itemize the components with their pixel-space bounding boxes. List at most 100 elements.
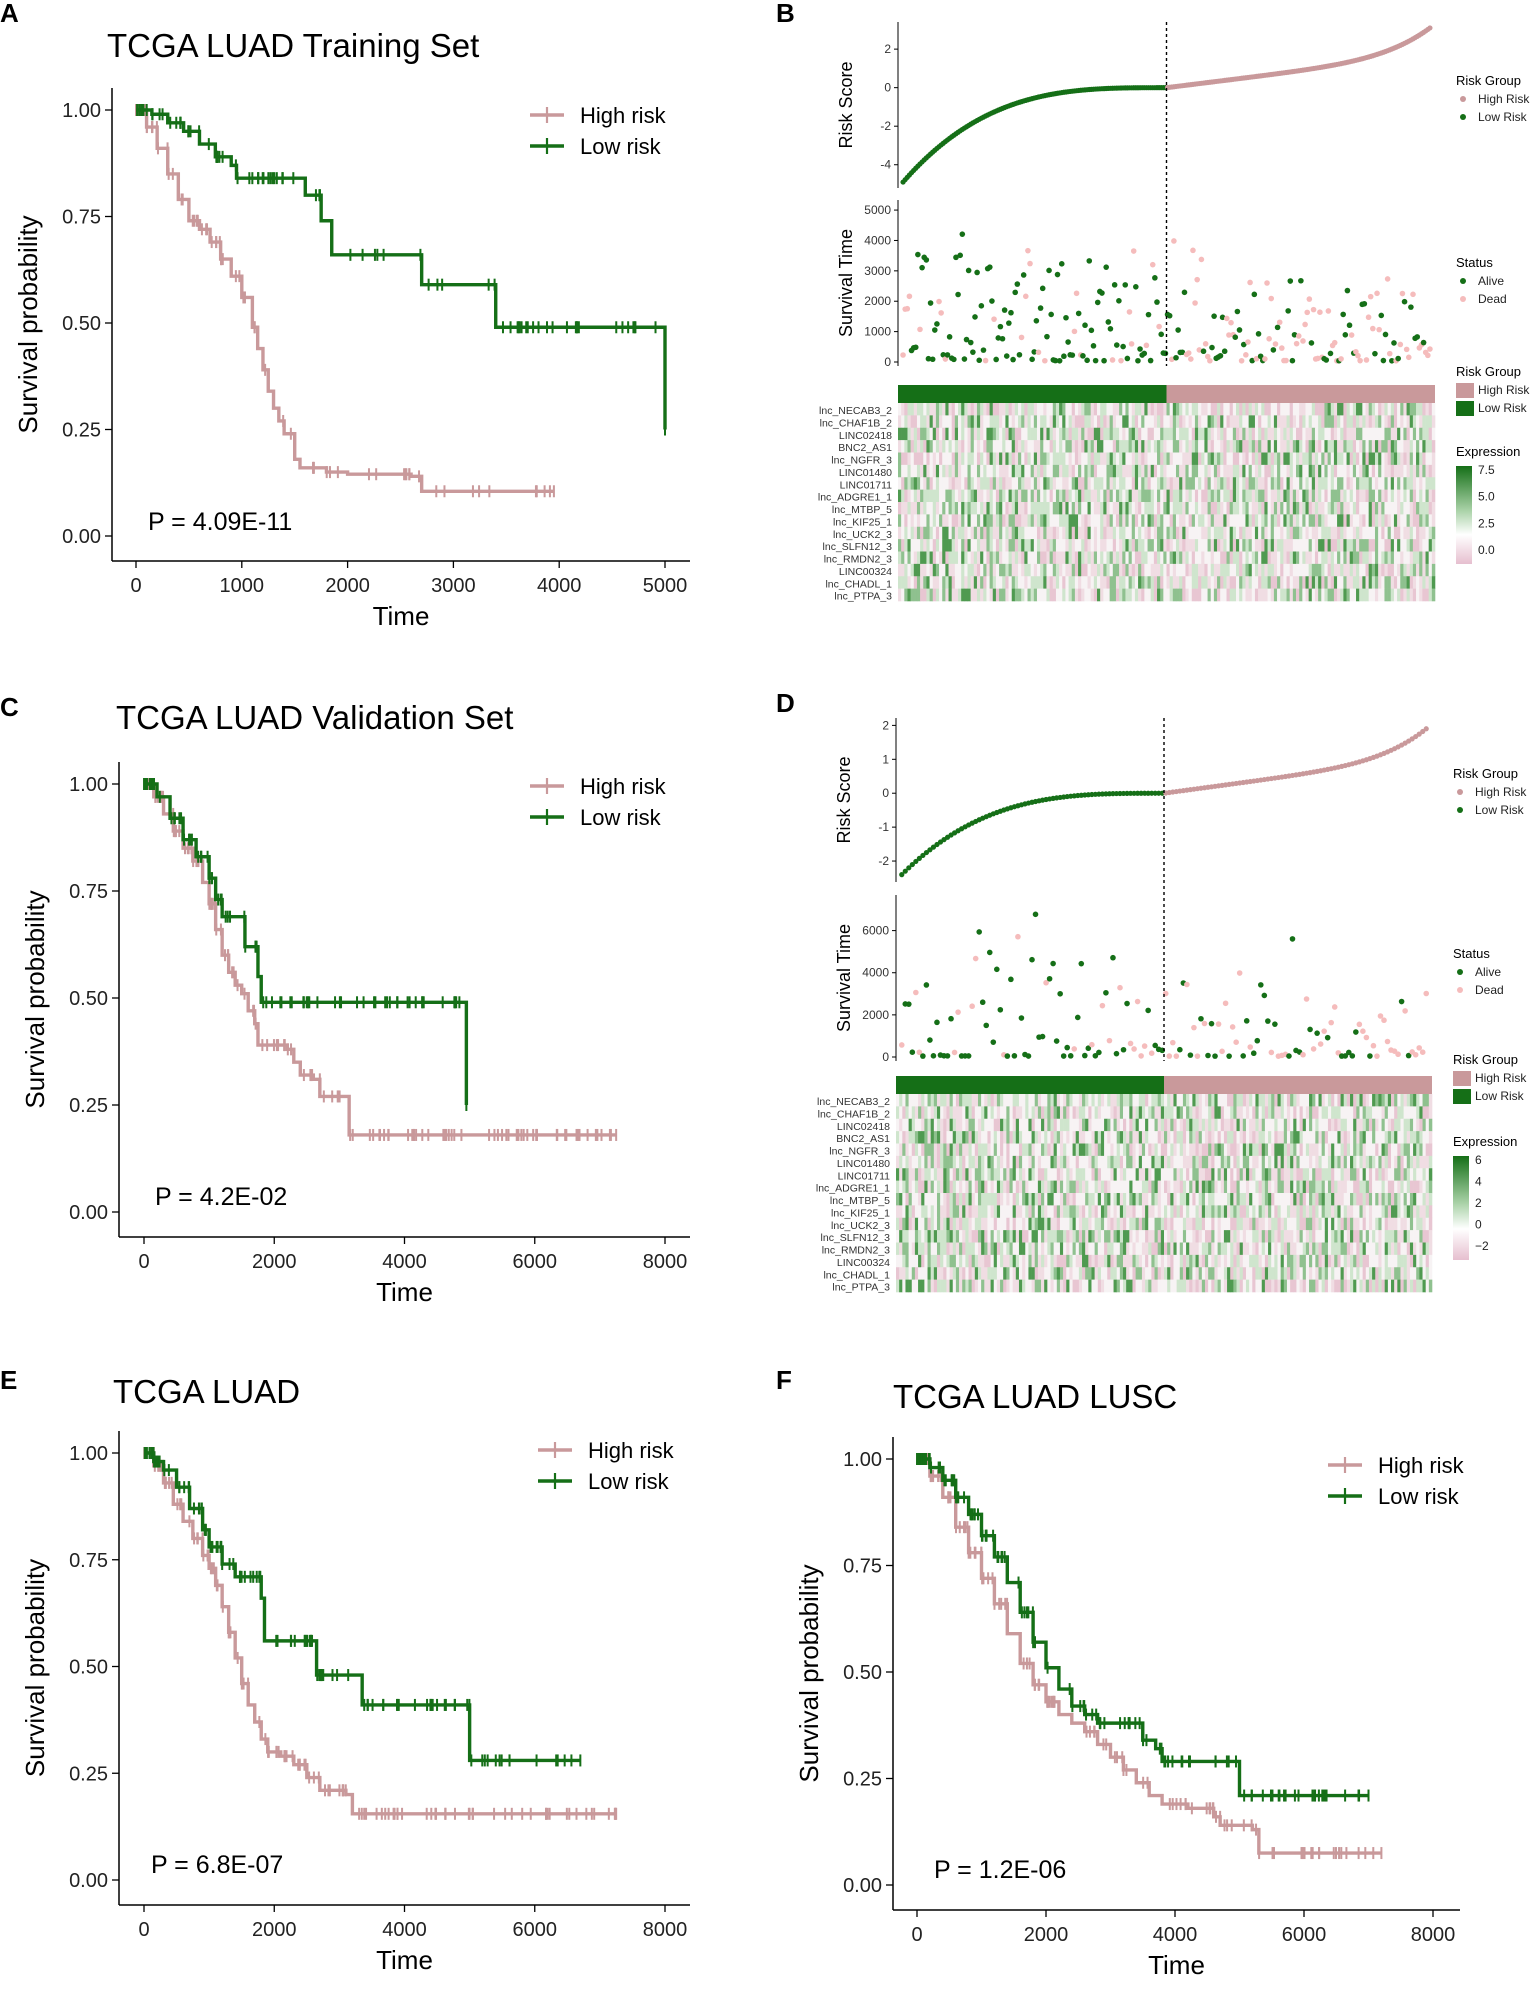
heatmap-cell [999,415,1003,429]
dead-point [1377,1013,1384,1019]
heatmap-cell [1273,403,1278,416]
heatmap-cell [1254,464,1259,478]
heatmap-cell [1059,576,1063,589]
heatmap-cell [1242,452,1246,466]
heatmap-cell [916,502,921,515]
heatmap-cell [933,1118,938,1132]
alive-point [967,339,974,346]
heatmap-cell [1362,551,1366,565]
heatmap-cell [1406,514,1411,528]
heatmap-cell [1413,1094,1417,1107]
heatmap-cell [1330,563,1335,577]
heatmap-cell [1356,502,1360,515]
heatmap-cell [1314,464,1319,478]
heatmap-cell [1223,576,1227,589]
heatmap-cell [1229,576,1234,589]
heatmap-cell [1030,588,1035,602]
heatmap-cell [1271,1094,1275,1107]
heatmap-cell [1226,415,1230,429]
risk-score-point [902,868,908,874]
heatmap-cell [1100,588,1104,602]
high-risk-bar [1164,1076,1432,1094]
y-axis-title: Survival probability [13,215,43,433]
heatmap-cell [1148,1106,1152,1120]
heatmap-cell [1103,440,1107,453]
heatmap-cell [973,563,978,577]
alive-point [944,352,951,358]
heatmap-cell [1368,526,1373,540]
alive-point [1361,300,1368,307]
heatmap-cell [1055,502,1060,515]
heatmap-cell [1390,427,1395,441]
heatmap-cell [1015,1094,1020,1107]
heatmap-cell [1340,440,1344,453]
heatmap-cell [1409,502,1414,515]
heatmap-cell [1122,464,1126,478]
heatmap-cell [1387,477,1392,490]
legend-entry: Low risk [1378,1484,1460,1509]
alive-point [931,327,938,333]
heatmap-cell [908,1106,913,1120]
heatmap-cell [910,427,915,441]
heatmap-cell [923,415,927,429]
heatmap-cell [977,1094,982,1107]
heatmap-cell [1403,514,1407,528]
heatmap-cell [1242,576,1246,589]
heatmap-cell [1305,588,1309,602]
heatmap-cell [1223,563,1227,577]
heatmap-cell [1343,440,1347,453]
heatmap-cell [1011,551,1016,565]
dead-point [1397,341,1404,348]
heatmap-cell [1160,477,1164,490]
heatmap-cell [1362,477,1366,490]
heatmap-cell [1277,489,1281,503]
heatmap-cell [1397,1094,1401,1107]
heatmap-cell [1049,576,1054,589]
heatmap-cell [1248,563,1253,577]
heatmap-cell [1128,489,1133,503]
heatmap-cell [935,415,940,429]
heatmap-cell [1251,551,1256,565]
heatmap-cell [1033,576,1038,589]
heatmap-cell [1002,440,1006,453]
heatmap-cell [1011,526,1016,540]
heatmap-cell [1384,477,1388,490]
heatmap-cell [1087,588,1091,602]
heatmap-cell [964,489,968,503]
heatmap-cell [1119,563,1123,577]
heatmap-cell [949,1106,954,1120]
heatmap-cell [1052,576,1057,589]
heatmap-cell [1381,415,1385,429]
expression-colorbar [1456,466,1472,564]
heatmap-cell [973,551,978,565]
heatmap-cell [1289,415,1294,429]
heatmap-cell [1349,551,1354,565]
heatmap-cell [1302,489,1306,503]
heatmap-cell [1182,1094,1187,1107]
heatmap-cell [1204,576,1208,589]
heatmap-cell [976,415,981,429]
heatmap-cell [1416,502,1420,515]
heatmap-cell [1163,502,1167,515]
heatmap-cell [992,588,997,602]
heatmap-cell [1119,477,1123,490]
heatmap-cell [1324,440,1328,453]
heatmap-cell [1003,1094,1007,1107]
heatmap-cell [974,1118,979,1132]
heatmap-cell [1112,427,1117,441]
heatmap-cell [1283,489,1287,503]
heatmap-cell [1406,489,1411,503]
heatmap-cell [1277,427,1281,441]
dead-point [1317,1041,1324,1047]
heatmap-cell [1207,563,1212,577]
heatmap-cell [1085,1094,1089,1107]
heatmap-cell [1333,464,1338,478]
heatmap-cell [1115,563,1120,577]
heatmap-cell [1078,415,1082,429]
heatmap-cell [1245,551,1249,565]
heatmap-cell [1179,1106,1184,1120]
heatmap-cell [1387,403,1392,416]
heatmap-cell [1242,514,1246,528]
heatmap-cell [1390,588,1395,602]
heatmap-cell [1147,440,1152,453]
